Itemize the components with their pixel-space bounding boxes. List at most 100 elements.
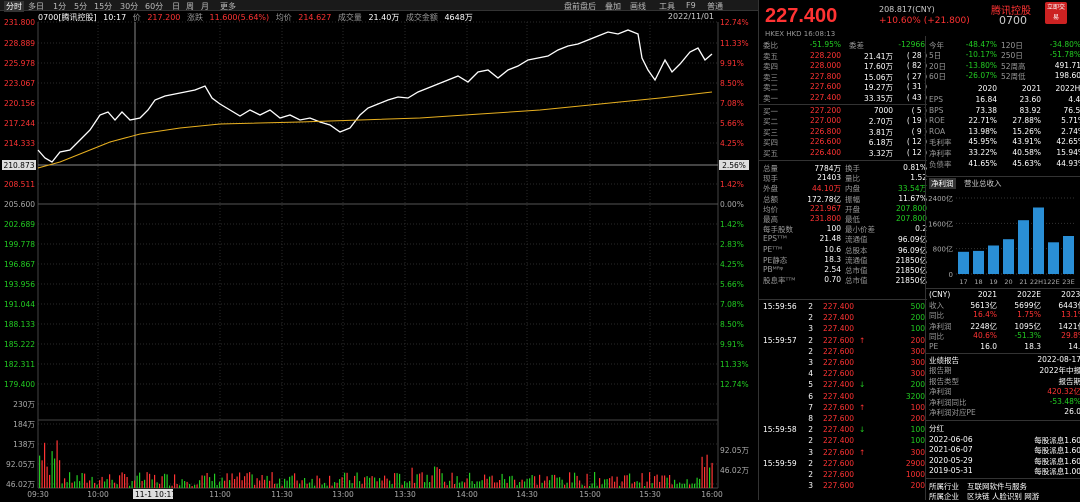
dividend-date-0: 2022-06-06 xyxy=(929,435,973,444)
exchange-info: HKEX HKD 16:08:13 xyxy=(765,30,836,38)
perf-label-1-a: 5日 xyxy=(929,51,942,61)
info-code-name: 0700[腾讯控股] xyxy=(38,13,97,22)
left-axis-label-16: 185.222 xyxy=(4,340,35,349)
fin-value-0-1: 23.60 xyxy=(1019,95,1041,104)
time-axis-label-6: 13:30 xyxy=(394,490,416,499)
right-axis-label-1: 11.33% xyxy=(720,39,749,48)
fin-label-1: BPS xyxy=(929,105,944,115)
bar-label-22H1: 22H1 xyxy=(1030,278,1047,286)
left-axis-label-21: 138万 xyxy=(13,440,35,449)
tab-net-profit[interactable]: 净利润 xyxy=(929,178,956,189)
bid-label-0: 买一 xyxy=(763,107,778,116)
toolbar-tab-1[interactable]: 多日 xyxy=(28,2,44,11)
dividend-divider xyxy=(926,420,1080,421)
tick-price-9: 227.600 xyxy=(823,402,855,412)
left-axis-label-15: 188.133 xyxy=(4,320,35,329)
prev-close: 208.817(CNY) xyxy=(879,5,935,14)
left-axis-label-22: 92.05万 xyxy=(6,460,35,469)
tick-seq-16: 3 xyxy=(808,481,813,491)
tick-seq-13: 3 xyxy=(808,447,813,457)
forecast-label-3: 同比 xyxy=(929,332,944,342)
perf-value-0-b: -34.80% xyxy=(1049,40,1080,49)
diff-label: 委差 xyxy=(849,41,864,50)
stat-label-9-b: 流通值 xyxy=(845,255,868,265)
toolbar-tab-5[interactable]: 30分 xyxy=(120,2,139,11)
cursor-time-label: 11-1 10:17 xyxy=(135,490,176,499)
stat-value-7-a: 21.48 xyxy=(819,234,841,244)
fin-value-3-0: 13.98% xyxy=(968,126,997,136)
chart-canvas[interactable]: 231.800 228.889 225.978 223.067 220.156 217.2… xyxy=(0,0,758,500)
left-axis-label-1: 228.889 xyxy=(4,39,35,48)
trade-button[interactable]: 立即交易 xyxy=(1045,2,1067,24)
dividend-value-1: 每股派息1.60 xyxy=(1034,446,1080,456)
toolbar-button-1[interactable]: 叠加 xyxy=(605,2,621,11)
left-axis-label-17: 182.311 xyxy=(4,360,35,369)
forecast-value-1-1: 1.75% xyxy=(1017,310,1041,320)
ask-price-1: 228.000 xyxy=(809,61,841,71)
stat-value-1-b: 1.52 xyxy=(910,173,927,183)
toolbar-tab-0[interactable]: 分时 xyxy=(4,1,24,12)
toolbar-tab-2[interactable]: 1分 xyxy=(53,2,67,11)
stat-label-0-b: 换手 xyxy=(845,164,860,173)
forecast-label-1: 同比 xyxy=(929,311,944,321)
cursor-time-box: 11-1 10:17 xyxy=(133,489,176,499)
fin-label-2: ROE xyxy=(929,116,945,126)
stat-value-2-b: 33.54万 xyxy=(898,184,927,194)
forecast-divider xyxy=(926,288,1080,289)
right-axis-label-2: 9.91% xyxy=(720,59,744,68)
toolbar-button-2[interactable]: 画线 xyxy=(630,2,646,11)
bid-count-0: ( 5 ) xyxy=(911,106,927,115)
bid-price-4: 226.400 xyxy=(809,147,841,157)
tick-qty-15: 1000 xyxy=(905,470,925,479)
cursor-price-box: 210.873 xyxy=(2,160,36,170)
report-label-1: 报告期 xyxy=(929,366,952,376)
intraday-chart[interactable]: 231.800 228.889 225.978 223.067 220.156 217.2… xyxy=(0,0,758,500)
stat-label-2-b: 内盘 xyxy=(845,184,860,194)
toolbar-tab-8[interactable]: 周 xyxy=(186,2,194,11)
left-axis-label-4: 220.156 xyxy=(4,99,35,108)
toolbar-tab-3[interactable]: 5分 xyxy=(74,2,88,11)
fin-header-2: 2021 xyxy=(1021,84,1041,93)
toolbar-tab-7[interactable]: 日 xyxy=(172,2,180,11)
tick-qty-1: 200 xyxy=(910,313,925,323)
toolbar-tab-10[interactable]: 更多 xyxy=(220,2,236,11)
toolbar-button-0[interactable]: 盘前盘后 xyxy=(564,2,596,11)
tick-price-8: 227.400 xyxy=(823,391,855,401)
dividend-value-2: 每股派息1.60 xyxy=(1034,456,1080,466)
toolbar-button-4[interactable]: F9 xyxy=(686,1,696,10)
dividend-date-3: 2019-05-31 xyxy=(929,466,973,476)
toolbar-tab-4[interactable]: 15分 xyxy=(94,2,113,11)
stock-name: 腾讯控股 xyxy=(991,6,1031,17)
tick-qty-4: 300 xyxy=(910,346,925,356)
toolbar-button-5[interactable]: 普通 xyxy=(707,2,723,11)
toolbar-tab-9[interactable]: 月 xyxy=(201,2,209,11)
right-axis-label-14: 7.08% xyxy=(720,300,744,309)
toolbar-tab-6[interactable]: 60分 xyxy=(145,2,164,11)
fin-value-2-0: 22.71% xyxy=(968,116,997,126)
fin-label-3: ROA xyxy=(929,126,946,136)
info-amt-label: 成交金额 xyxy=(405,13,438,22)
bid-label-4: 买五 xyxy=(763,148,778,158)
perf-label-0-a: 今年 xyxy=(929,41,944,50)
left-axis-label-23: 46.02万 xyxy=(6,480,35,489)
forecast-value-4-1: 18.3 xyxy=(1024,341,1041,351)
fin-value-6-0: 41.65% xyxy=(968,158,997,168)
fin-value-6-2: 44.93% xyxy=(1056,158,1080,168)
forecast-value-0-1: 5699亿 xyxy=(1014,301,1041,310)
report-value-2: 报告期 xyxy=(1058,376,1080,386)
tick-time-3: 15:59:57 xyxy=(763,335,797,345)
toolbar-button-3[interactable]: 工具 xyxy=(659,2,675,11)
chart-info-bar: 0700[腾讯控股] 10:17 价 217.200 涨跌 11.600(5.6… xyxy=(38,12,718,23)
right-axis-label-12: 4.25% xyxy=(720,260,744,269)
info-chg-label: 涨跌 xyxy=(186,13,203,22)
tick-price-12: 227.400 xyxy=(823,436,855,446)
tab-revenue[interactable]: 营业总收入 xyxy=(964,179,1002,188)
info-price-label: 价 xyxy=(132,13,141,22)
left-axis-label-6: 214.333 xyxy=(4,139,35,148)
cursor-pct-label: 2.56% xyxy=(722,161,746,170)
stat-label-4-a: 均价 xyxy=(763,204,778,214)
forecast-value-2-0: 2248亿 xyxy=(970,321,997,331)
tick-price-0: 227.400 xyxy=(823,302,855,311)
price-change: +10.60% (+21.800) xyxy=(879,16,970,26)
left-axis-label-2: 225.978 xyxy=(4,59,35,68)
